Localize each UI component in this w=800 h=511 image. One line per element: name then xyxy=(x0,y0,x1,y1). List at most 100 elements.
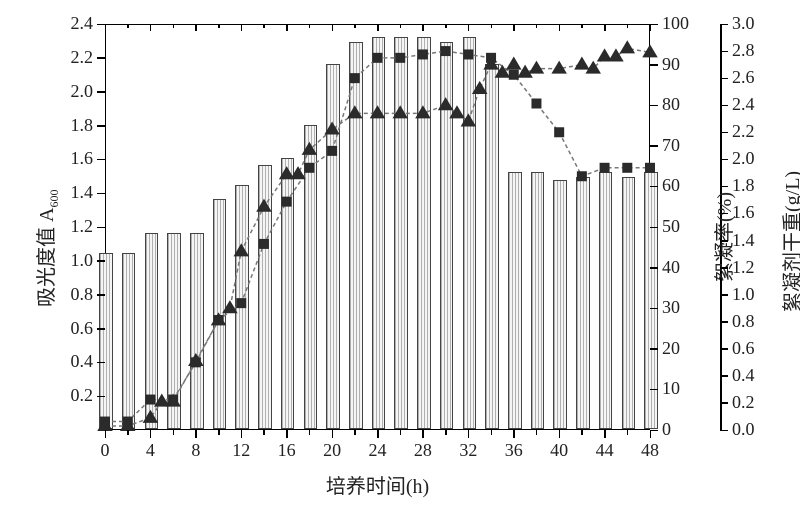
x-tick-top xyxy=(105,24,107,31)
yright1-tick xyxy=(650,267,658,269)
x-tick xyxy=(650,430,652,438)
yleft-tick-label: 1.0 xyxy=(71,250,94,271)
yright1-tick-label: 90 xyxy=(662,54,680,75)
yleft-tick-label: 2.0 xyxy=(71,81,94,102)
x-tick-label: 4 xyxy=(138,440,162,461)
bar xyxy=(531,172,545,429)
x-tick-top xyxy=(559,24,561,31)
yright2-tick xyxy=(720,430,728,432)
yright1-tick xyxy=(650,430,658,432)
x-tick xyxy=(377,430,379,438)
yright1-tick-label: 10 xyxy=(662,378,680,399)
x-tick xyxy=(105,430,107,438)
yleft-tick-label: 1.6 xyxy=(71,148,94,169)
yright2-tick-label: 1.0 xyxy=(732,284,755,305)
x-tick-top xyxy=(650,24,652,31)
bar xyxy=(213,199,227,429)
yright2-tick xyxy=(720,267,728,269)
bar xyxy=(145,233,159,429)
yright2-tick xyxy=(720,24,728,26)
yright2-tick-label: 1.6 xyxy=(732,202,755,223)
x-tick-top xyxy=(309,24,311,28)
yright2-axis-title: 絮凝剂干重(g/L) xyxy=(776,171,800,312)
growth-flocculation-chart: 04812162024283236404448培养时间(h)0.20.40.60… xyxy=(0,0,800,511)
yleft-tick xyxy=(97,227,105,229)
x-tick xyxy=(241,430,243,438)
x-tick xyxy=(195,430,197,438)
yleft-tick xyxy=(97,24,105,26)
x-tick xyxy=(536,430,538,435)
yleft-tick-label: 2.4 xyxy=(71,13,94,34)
x-tick-top xyxy=(332,24,334,31)
bar xyxy=(190,233,204,429)
x-tick xyxy=(422,430,424,438)
bar xyxy=(553,180,567,429)
bar xyxy=(417,37,431,429)
yright2-tick xyxy=(720,105,728,107)
x-tick xyxy=(127,430,129,435)
yright1-tick xyxy=(650,186,658,188)
yright2-tick-label: 0.4 xyxy=(732,365,755,386)
x-tick-label: 32 xyxy=(456,440,480,461)
yleft-tick-label: 0.6 xyxy=(71,318,94,339)
yright2-tick xyxy=(720,186,728,188)
bar xyxy=(304,125,318,430)
bar xyxy=(122,253,136,429)
yright1-tick xyxy=(650,389,658,391)
x-tick xyxy=(491,430,493,435)
x-tick-top xyxy=(581,24,583,28)
yright2-tick-label: 2.8 xyxy=(732,40,755,61)
yright2-tick xyxy=(720,240,728,242)
yright1-tick-label: 50 xyxy=(662,216,680,237)
x-tick xyxy=(513,430,515,438)
x-tick-top xyxy=(400,24,402,28)
yright2-tick-label: 0.6 xyxy=(732,338,755,359)
yright1-tick-label: 70 xyxy=(662,135,680,156)
yright2-tick-label: 2.4 xyxy=(732,94,755,115)
plot-area xyxy=(105,24,650,430)
bar xyxy=(372,37,386,429)
x-tick xyxy=(173,430,175,435)
x-tick-label: 8 xyxy=(184,440,208,461)
bar xyxy=(463,37,477,429)
x-tick-top xyxy=(377,24,379,31)
x-tick-label: 40 xyxy=(547,440,571,461)
x-tick-top xyxy=(354,24,356,28)
x-tick-label: 24 xyxy=(366,440,390,461)
yright1-tick xyxy=(650,105,658,107)
x-tick-label: 20 xyxy=(320,440,344,461)
yright2-tick xyxy=(720,213,728,215)
yright1-tick-label: 0 xyxy=(662,419,671,440)
x-tick xyxy=(468,430,470,438)
yleft-tick xyxy=(97,260,105,262)
yleft-tick-label: 1.4 xyxy=(71,182,94,203)
x-tick-label: 12 xyxy=(229,440,253,461)
yright2-tick-label: 2.0 xyxy=(732,148,755,169)
x-tick-top xyxy=(241,24,243,31)
yright2-tick-label: 2.2 xyxy=(732,121,755,142)
yright1-tick-label: 30 xyxy=(662,297,680,318)
yleft-tick xyxy=(97,328,105,330)
yleft-axis-title: 吸光度值 A600 xyxy=(30,190,62,307)
yright2-tick xyxy=(720,51,728,53)
x-tick-top xyxy=(173,24,175,28)
x-tick xyxy=(627,430,629,435)
bar xyxy=(644,172,658,429)
x-tick-top xyxy=(445,24,447,28)
x-tick-top xyxy=(513,24,515,31)
bar xyxy=(326,64,340,429)
yright2-tick xyxy=(720,348,728,350)
yright1-tick xyxy=(650,308,658,310)
yright2-tick-label: 1.4 xyxy=(732,230,755,251)
yright1-tick-label: 40 xyxy=(662,257,680,278)
yright1-tick-label: 80 xyxy=(662,94,680,115)
x-tick xyxy=(286,430,288,438)
yright2-tick xyxy=(720,159,728,161)
x-tick-top xyxy=(604,24,606,31)
yleft-tick-label: 2.2 xyxy=(71,47,94,68)
x-tick-label: 48 xyxy=(638,440,662,461)
x-tick-top xyxy=(150,24,152,31)
yleft-tick xyxy=(97,396,105,398)
bar xyxy=(258,165,272,429)
bar xyxy=(99,253,113,429)
